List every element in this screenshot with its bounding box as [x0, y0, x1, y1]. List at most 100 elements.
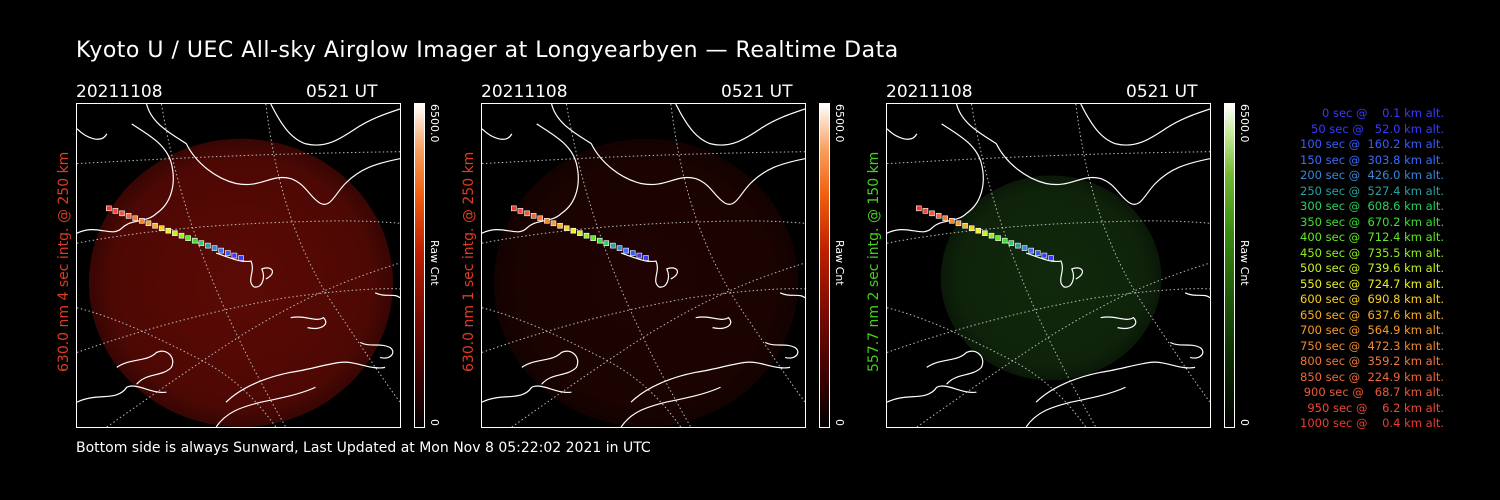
trajectory-marker — [557, 222, 563, 229]
coastline — [779, 292, 805, 299]
panel-1-cbar-title: Raw Cnt — [428, 240, 441, 286]
coastline — [215, 386, 316, 427]
panel-3-cbar-max: 6500.0 — [1238, 104, 1251, 143]
legend-row: 700 sec @ 564.9 km alt. — [1300, 323, 1444, 337]
trajectory-marker — [962, 222, 968, 229]
legend-row: 650 sec @ 637.6 km alt. — [1300, 307, 1444, 322]
coastline — [764, 341, 799, 359]
trajectory-marker — [1028, 247, 1034, 254]
trajectory-marker — [975, 227, 982, 234]
coastline — [374, 292, 400, 299]
trajectory-marker — [935, 213, 942, 219]
coastline — [77, 128, 108, 140]
coastline — [116, 350, 174, 385]
legend-row: 500 sec @ 739.6 km alt. — [1300, 261, 1444, 275]
coastline — [1080, 104, 1210, 146]
lat-lon-grid-line — [482, 307, 682, 427]
trajectory-marker — [139, 217, 145, 224]
legend-row: 900 sec @ 68.7 km alt. — [1303, 385, 1444, 399]
coastline — [77, 123, 174, 234]
trajectory-marker — [544, 217, 550, 224]
legend-row: 350 sec @ 670.2 km alt. — [1300, 214, 1444, 229]
panel-3-colorbar — [1224, 103, 1235, 428]
footer-note: Bottom side is always Sunward, Last Upda… — [76, 440, 651, 456]
trajectory-marker — [537, 215, 544, 222]
lat-lon-grid-line — [482, 288, 805, 353]
panel-2-cbar-min: 0 — [833, 419, 846, 426]
coastline — [270, 104, 400, 146]
panel-1-cbar-max: 6500.0 — [428, 104, 441, 143]
trajectory-marker — [982, 230, 988, 236]
trajectory-marker — [949, 217, 955, 224]
coastline — [77, 385, 167, 403]
airglow-disk — [940, 175, 1162, 381]
panel-1-map — [77, 104, 400, 427]
coastline — [1100, 316, 1137, 329]
trajectory-marker — [623, 247, 629, 254]
lat-lon-grid-line — [916, 262, 1210, 427]
legend-row: 300 sec @ 608.6 km alt. — [1300, 199, 1444, 213]
panel-3-ylabel: 557.7 nm 2 sec intg. @ 150 km — [866, 151, 882, 372]
coastline — [955, 104, 1210, 205]
panel-3-cbar-min: 0 — [1238, 419, 1251, 426]
panel-2-date: 20211108 — [481, 82, 568, 102]
lat-lon-grid-line — [887, 307, 1087, 427]
legend-row: 1000 sec @ 0.4 km alt. — [1300, 416, 1444, 430]
trajectory-marker — [636, 252, 643, 259]
trajectory-marker — [106, 205, 112, 212]
page-title: Kyoto U / UEC All-sky Airglow Imager at … — [76, 38, 899, 63]
trajectory-marker — [517, 208, 524, 214]
lat-lon-grid-line — [511, 262, 805, 427]
coastline — [1035, 361, 1196, 403]
trajectory-marker — [132, 215, 139, 222]
panel-1-allsky-image — [76, 103, 401, 428]
trajectory-marker — [231, 252, 238, 259]
trajectory-marker — [178, 232, 185, 239]
coastline — [290, 316, 327, 329]
trajectory-marker — [629, 250, 636, 256]
trajectory-marker — [1015, 242, 1021, 249]
trajectory-marker — [145, 220, 152, 227]
trajectory-marker — [929, 210, 935, 217]
airglow-disk — [493, 138, 799, 427]
coastline — [482, 123, 579, 234]
panel-3-time: 0521 UT — [1126, 82, 1198, 102]
trajectory-marker — [610, 242, 616, 249]
trajectory-marker — [1008, 240, 1015, 246]
coastline — [675, 104, 805, 146]
trajectory-marker — [125, 213, 132, 219]
trajectory-marker — [218, 247, 224, 254]
panel-3-map — [887, 104, 1210, 427]
trajectory-marker — [616, 245, 623, 251]
coastline — [620, 386, 721, 427]
trajectory-marker — [563, 225, 570, 232]
trajectory-marker — [165, 227, 172, 234]
coastline — [887, 123, 984, 234]
trajectory-marker — [643, 255, 649, 261]
panel-3-cbar-title: Raw Cnt — [1238, 240, 1251, 286]
legend-row: 800 sec @ 359.2 km alt. — [1300, 354, 1444, 368]
panel-2-cbar-title: Raw Cnt — [833, 240, 846, 286]
coastline — [482, 385, 572, 403]
trajectory-marker — [224, 250, 231, 256]
panel-2-colorbar — [819, 103, 830, 428]
panel-3-allsky-image — [886, 103, 1211, 428]
legend-row: 950 sec @ 6.2 km alt. — [1307, 400, 1444, 415]
lat-lon-grid-line — [106, 262, 400, 427]
trajectory-marker — [916, 205, 922, 212]
lat-lon-grid-line — [1075, 104, 1210, 403]
trajectory-marker — [968, 225, 975, 232]
lat-lon-grid-line — [77, 288, 400, 353]
trajectory-marker — [570, 227, 577, 234]
legend-row: 600 sec @ 690.8 km alt. — [1300, 292, 1444, 306]
coastline — [145, 104, 400, 205]
panel-1-ylabel: 630.0 nm 4 sec intg. @ 250 km — [56, 151, 72, 372]
trajectory-legend: 0 sec @ 0.1 km alt. 50 sec @ 52.0 km alt.… — [1262, 106, 1444, 432]
panel-2-map — [482, 104, 805, 427]
coastline — [215, 252, 274, 288]
coastline — [1025, 252, 1084, 288]
lat-lon-grid-line — [77, 220, 400, 244]
trajectory-marker — [112, 208, 119, 214]
legend-row: 100 sec @ 160.2 km alt. — [1300, 137, 1444, 151]
trajectory-marker — [172, 230, 178, 236]
